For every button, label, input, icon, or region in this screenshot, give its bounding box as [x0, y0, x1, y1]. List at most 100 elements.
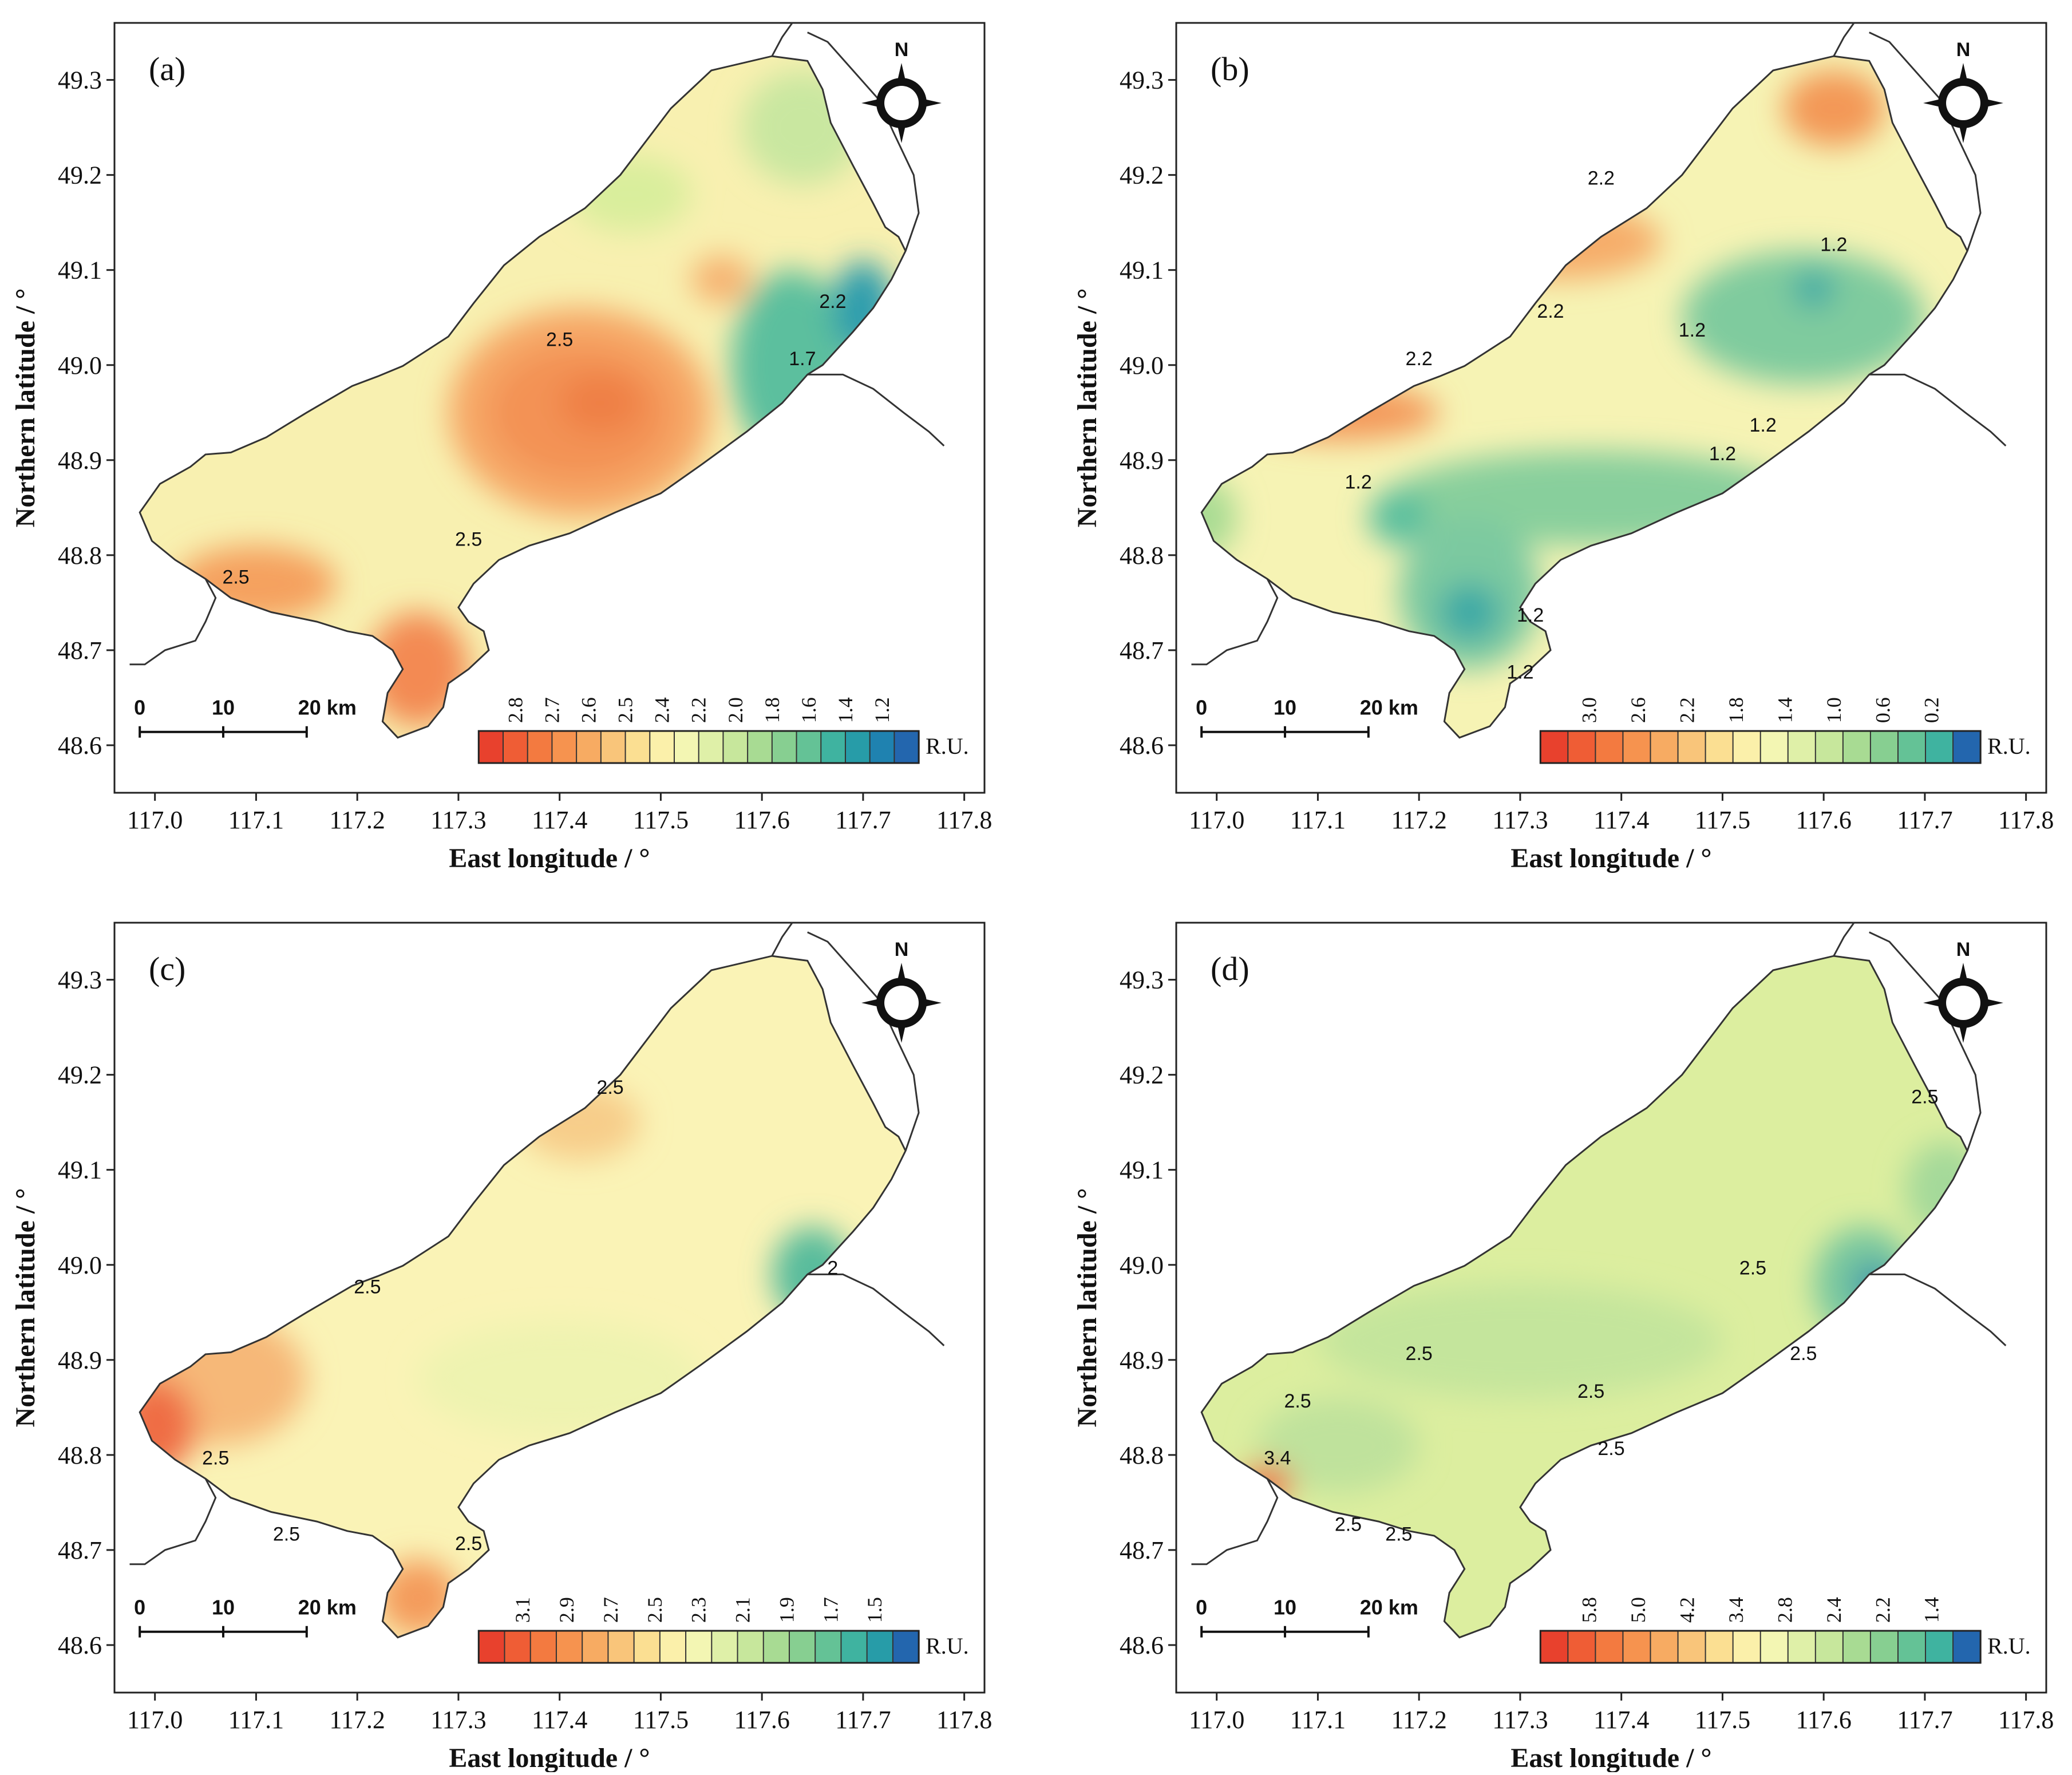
colorbar-swatch: [762, 1630, 790, 1664]
scale-bar-label: 0: [134, 696, 145, 720]
colorbar-swatch: [1705, 1630, 1734, 1664]
x-tick-label: 117.1: [1290, 1706, 1346, 1734]
contour-label: 2.2: [1406, 348, 1433, 370]
colorbar-tick-label: 1.4: [834, 697, 857, 723]
colorbar-tick-label: 2.5: [643, 1597, 666, 1623]
colorbar-swatch: [1925, 1630, 1954, 1664]
contour-label: 1.2: [1709, 443, 1736, 465]
unit-label: R.U.: [926, 733, 969, 759]
colorbar-tick-label: 0.2: [1920, 697, 1943, 723]
scale-bar-label: 20 km: [1360, 1596, 1418, 1619]
y-tick-label: 48.6: [1120, 732, 1164, 760]
contour-label: 2.5: [273, 1523, 300, 1545]
contour-label: 2.5: [1385, 1523, 1412, 1545]
x-tick-label: 117.4: [1593, 1706, 1649, 1734]
colorbar-swatch: [747, 730, 773, 764]
x-tick-label: 117.7: [1897, 806, 1952, 834]
scale-bar: [139, 726, 308, 738]
colorbar-tick-label: 2.2: [1676, 697, 1699, 723]
value-zone: [559, 374, 641, 432]
colorbar-swatch: [1705, 730, 1734, 764]
scale-bar: [1200, 726, 1370, 738]
colorbar-swatch: [820, 730, 847, 764]
colorbar-swatch: [633, 1630, 661, 1664]
x-tick-label: 117.3: [430, 806, 486, 834]
colorbar-swatch: [1622, 730, 1651, 764]
colorbar-swatch: [1952, 1630, 1982, 1664]
scale-bar: [139, 1626, 308, 1638]
scale-bar-label: 10: [212, 696, 235, 720]
value-zone: [1682, 251, 1925, 384]
colorbar-swatch: [1677, 730, 1707, 764]
y-tick-label: 48.9: [1120, 446, 1164, 475]
river-line: [1869, 373, 2007, 446]
colorbar-swatch: [1595, 1630, 1624, 1664]
colorbar-tick-label: 0.6: [1871, 697, 1894, 723]
x-tick-label: 117.0: [1189, 1706, 1244, 1734]
colorbar-swatch: [624, 730, 651, 764]
colorbar-swatch: [1650, 1630, 1679, 1664]
panel-d: 2.5 2.5 2.5 2.5 2.5 2.5 2.5 2.5 2.5 3.4 117.0 117.1…: [1072, 922, 2054, 1773]
contour-label: 2.5: [354, 1276, 381, 1298]
colorbar-tick-label: 2.6: [1627, 697, 1650, 723]
y-tick-label: 48.7: [58, 637, 102, 665]
contour-label: 1.2: [1749, 414, 1776, 436]
x-tick-label: 117.5: [1695, 1706, 1750, 1734]
colorbar-swatch: [1925, 730, 1954, 764]
value-zone: [1783, 70, 1885, 147]
river-line: [771, 922, 793, 956]
colorbar-swatch: [1567, 1630, 1596, 1664]
colorbar-tick-label: 2.5: [614, 697, 637, 723]
panel-a: 2.5 2.5 2.5 2.2 1.7 117.0 117.1 117.2 117.3 117.4…: [10, 22, 992, 873]
x-axis-title: East longitude / °: [449, 1743, 650, 1772]
x-tick-label: 117.2: [1391, 806, 1446, 834]
colorbar-swatch: [607, 1630, 635, 1664]
value-zone: [140, 1379, 196, 1474]
panel-b: 2.2 2.2 2.2 1.2 1.2 1.2 1.2 1.2 1.2 1.2 117.0 117.1…: [1072, 22, 2054, 873]
lake-base-fill: [140, 956, 906, 1638]
colorbar-tick-label: 2.4: [651, 697, 674, 723]
colorbar-swatch: [673, 730, 700, 764]
contour-label: 1.2: [1506, 662, 1533, 683]
y-axis-title: Northern latitude / °: [1072, 288, 1102, 528]
x-tick-label: 117.1: [228, 806, 284, 834]
contour-label: 2: [827, 1257, 838, 1279]
colorbar-tick-label: 2.9: [555, 1597, 578, 1623]
colorbar-tick-label: 1.4: [1920, 1597, 1943, 1623]
colorbar-swatch: [844, 730, 871, 764]
y-tick-label: 49.1: [1120, 1156, 1164, 1184]
compass-icon: [1923, 63, 2003, 143]
contour-label: 2.5: [222, 567, 249, 588]
colorbar-tick-label: 2.8: [1773, 1597, 1796, 1623]
colorbar-swatch: [1897, 1630, 1927, 1664]
colorbar-swatch: [796, 730, 822, 764]
y-tick-label: 49.2: [58, 1061, 102, 1089]
colorbar-swatch: [1622, 1630, 1651, 1664]
contour-label: 1.2: [1820, 234, 1847, 256]
colorbar-swatch: [478, 1630, 506, 1664]
colorbar-tick-label: 5.0: [1627, 1597, 1650, 1623]
y-tick-label: 48.8: [58, 1441, 102, 1469]
colorbar-swatch: [869, 730, 895, 764]
y-axis-title: Northern latitude / °: [1072, 1188, 1102, 1428]
colorbar-tick-label: 2.3: [687, 1597, 710, 1623]
x-axis-title: East longitude / °: [449, 843, 650, 873]
y-tick-label: 48.7: [1120, 637, 1164, 665]
y-axis-title: Northern latitude / °: [10, 1188, 41, 1428]
value-zone: [1439, 583, 1500, 641]
river-line: [1191, 1478, 1279, 1566]
y-tick-label: 49.3: [58, 66, 102, 94]
colorbar-swatch: [1814, 1630, 1844, 1664]
y-tick-label: 48.8: [58, 541, 102, 570]
x-tick-label: 117.8: [1998, 806, 2054, 834]
value-zone: [1201, 479, 1237, 555]
y-tick-label: 49.1: [58, 1156, 102, 1184]
x-axis-title: East longitude / °: [1510, 1743, 1711, 1772]
x-tick-label: 117.4: [1593, 806, 1649, 834]
colorbar-swatch: [502, 730, 529, 764]
value-zone: [367, 612, 469, 726]
x-tick-label: 117.7: [1897, 1706, 1952, 1734]
colorbar-swatch: [649, 730, 675, 764]
